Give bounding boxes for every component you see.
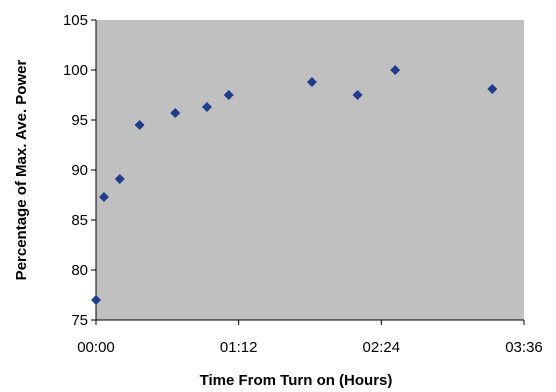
data-point-diamond (487, 84, 498, 94)
data-point-diamond (134, 120, 145, 130)
y-tick-label: 75 (71, 312, 88, 329)
y-tick-label: 85 (71, 212, 88, 229)
data-point-diamond (170, 108, 181, 118)
y-tick-label: 90 (71, 162, 88, 179)
y-tick-label: 105 (63, 12, 88, 29)
x-axis-title: Time From Turn on (Hours) (200, 372, 393, 389)
plot-area (96, 20, 524, 320)
y-axis-title: Percentage of Max. Ave. Power (13, 60, 30, 281)
x-tick-label: 00:00 (77, 339, 115, 356)
x-tick-label: 02:24 (363, 339, 401, 356)
data-point-diamond (91, 295, 101, 305)
data-point-diamond (98, 192, 109, 202)
y-tick-label: 80 (71, 262, 88, 279)
data-point-diamond (223, 90, 234, 100)
y-tick-label: 95 (71, 112, 88, 129)
x-axis-ticks: 00:00 01:12 02:24 03:36 (77, 320, 543, 356)
y-tick-label: 100 (63, 62, 88, 79)
data-point-diamond (352, 90, 363, 100)
data-point-diamond (201, 102, 212, 112)
data-points (91, 65, 498, 305)
y-axis-ticks: 75 80 85 90 95 100 105 (63, 12, 96, 329)
data-point-diamond (390, 65, 401, 75)
x-tick-label: 03:36 (505, 339, 543, 356)
data-point-diamond (306, 77, 317, 87)
x-tick-label: 01:12 (220, 339, 258, 356)
data-point-diamond (114, 174, 125, 184)
